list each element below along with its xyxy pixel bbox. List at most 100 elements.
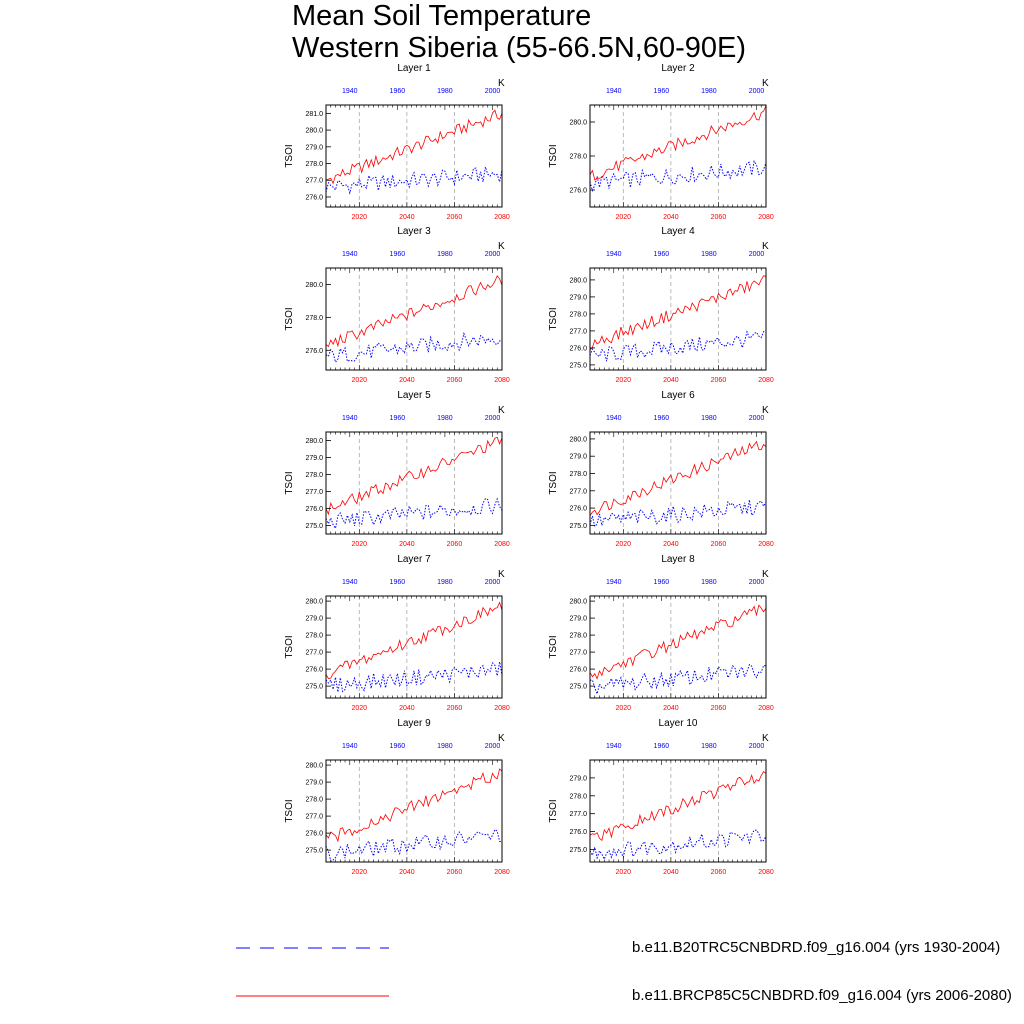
x-tick-label-bottom: 2040 [663,377,679,384]
series-historical [589,499,767,528]
y-tick-label: 277.0 [305,814,323,821]
y-tick-label: 276.0 [569,667,587,674]
x-tick-label-top: 1980 [437,251,453,258]
soil-temperature-panels: Layer 1 K 276.0 277.0 278.0 279.0 280.0 281.0 TS… [284,63,774,876]
units-label: K [498,78,505,89]
y-tick-label: 277.0 [305,178,323,185]
x-tick-label-top: 1940 [342,251,358,258]
panel-10: Layer 10 K 275.0 276.0 277.0 278.0 279.0 TSOI 20… [548,718,774,876]
x-tick-label-bottom: 2060 [447,705,463,712]
y-tick-label: 278.0 [305,633,323,640]
series-future [589,105,767,181]
x-tick-label-bottom: 2060 [447,377,463,384]
y-tick-label: 278.0 [305,472,323,479]
y-tick-label: 280.0 [569,120,587,127]
series-historical [589,663,767,696]
y-tick-label: 276.0 [305,667,323,674]
y-tick-label: 275.0 [569,362,587,369]
series-future [325,436,503,516]
y-tick-label: 276.0 [569,345,587,352]
y-tick-label: 275.0 [569,523,587,530]
title-line-2: Western Siberia (55-66.5N,60-90E) [292,32,747,64]
y-tick-label: 279.0 [569,294,587,301]
x-tick-label-top: 1940 [606,743,622,750]
series-future [325,109,503,185]
panel-title: Layer 3 [397,226,431,237]
x-tick-label-top: 1940 [606,415,622,422]
x-tick-label-top: 1940 [606,88,622,95]
y-tick-label: 279.0 [305,144,323,151]
y-tick-label: 280.0 [305,128,323,135]
panel-4: Layer 4 K 275.0 276.0 277.0 278.0 279.0 280.0 TS… [548,226,774,384]
series-historical [325,497,503,530]
y-tick-label: 276.0 [305,348,323,355]
x-tick-label-bottom: 2060 [447,541,463,548]
x-tick-label-bottom: 2040 [663,705,679,712]
panel-title: Layer 1 [397,63,431,74]
y-axis-label: TSOI [284,471,295,494]
x-tick-label-bottom: 2020 [352,214,368,221]
y-tick-label: 279.0 [305,616,323,623]
x-tick-label-top: 2000 [749,743,765,750]
x-tick-label-top: 1960 [390,579,406,586]
x-tick-label-top: 1940 [342,743,358,750]
units-label: K [498,405,505,416]
series-future [589,440,767,517]
x-tick-label-top: 1960 [390,743,406,750]
y-axis-label: TSOI [548,307,559,330]
y-tick-label: 276.0 [305,831,323,838]
plot-frame [589,595,767,699]
plot-frame [325,431,503,535]
x-tick-label-top: 2000 [749,251,765,258]
plot-frame [325,104,503,208]
y-tick-label: 275.0 [569,684,587,691]
panel-title: Layer 5 [397,390,431,401]
y-tick-label: 278.0 [569,793,587,800]
series-future [325,768,503,843]
x-tick-label-top: 1980 [701,251,717,258]
x-tick-label-bottom: 2020 [352,541,368,548]
y-tick-label: 280.0 [305,763,323,770]
x-tick-label-bottom: 2060 [711,214,727,221]
x-tick-label-bottom: 2040 [399,377,415,384]
legend-historical-label: b.e11.B20TRC5CNBDRD.f09_g16.004 (yrs 193… [632,939,1001,956]
x-tick-label-bottom: 2040 [399,214,415,221]
x-tick-label-bottom: 2080 [494,214,510,221]
x-tick-label-bottom: 2080 [758,377,774,384]
x-tick-label-top: 2000 [485,251,501,258]
y-tick-label: 280.0 [305,599,323,606]
x-tick-label-top: 1980 [701,415,717,422]
x-tick-label-bottom: 2080 [758,869,774,876]
panel-title: Layer 7 [397,554,431,565]
x-tick-label-top: 1980 [437,743,453,750]
y-tick-label: 277.0 [569,811,587,818]
panel-2: Layer 2 K 276.0 278.0 280.0 TSOI 2020 2040 2060 2… [548,63,774,221]
x-tick-label-bottom: 2080 [758,705,774,712]
panel-title: Layer 4 [661,226,695,237]
x-tick-label-bottom: 2020 [616,541,632,548]
title-line-1: Mean Soil Temperature [292,0,592,32]
x-tick-label-bottom: 2060 [711,377,727,384]
x-tick-label-bottom: 2020 [616,705,632,712]
x-tick-label-top: 1980 [437,415,453,422]
x-tick-label-top: 1960 [390,415,406,422]
x-tick-label-bottom: 2040 [663,541,679,548]
x-tick-label-top: 1940 [606,251,622,258]
series-historical [589,829,767,861]
x-tick-label-bottom: 2080 [758,214,774,221]
y-tick-label: 277.0 [305,489,323,496]
x-tick-label-top: 1960 [654,579,670,586]
y-tick-label: 276.0 [569,829,587,836]
series-historical [325,166,503,195]
series-historical [589,159,767,192]
plot-frame [325,759,503,863]
panel-8: Layer 8 K 275.0 276.0 277.0 278.0 279.0 280.0 TS… [548,554,774,712]
x-tick-label-bottom: 2080 [494,869,510,876]
y-tick-label: 277.0 [569,488,587,495]
units-label: K [498,569,505,580]
x-tick-label-top: 1940 [342,88,358,95]
y-tick-label: 277.0 [305,650,323,657]
x-tick-label-bottom: 2060 [711,705,727,712]
x-tick-label-bottom: 2060 [447,869,463,876]
y-tick-label: 278.0 [305,797,323,804]
